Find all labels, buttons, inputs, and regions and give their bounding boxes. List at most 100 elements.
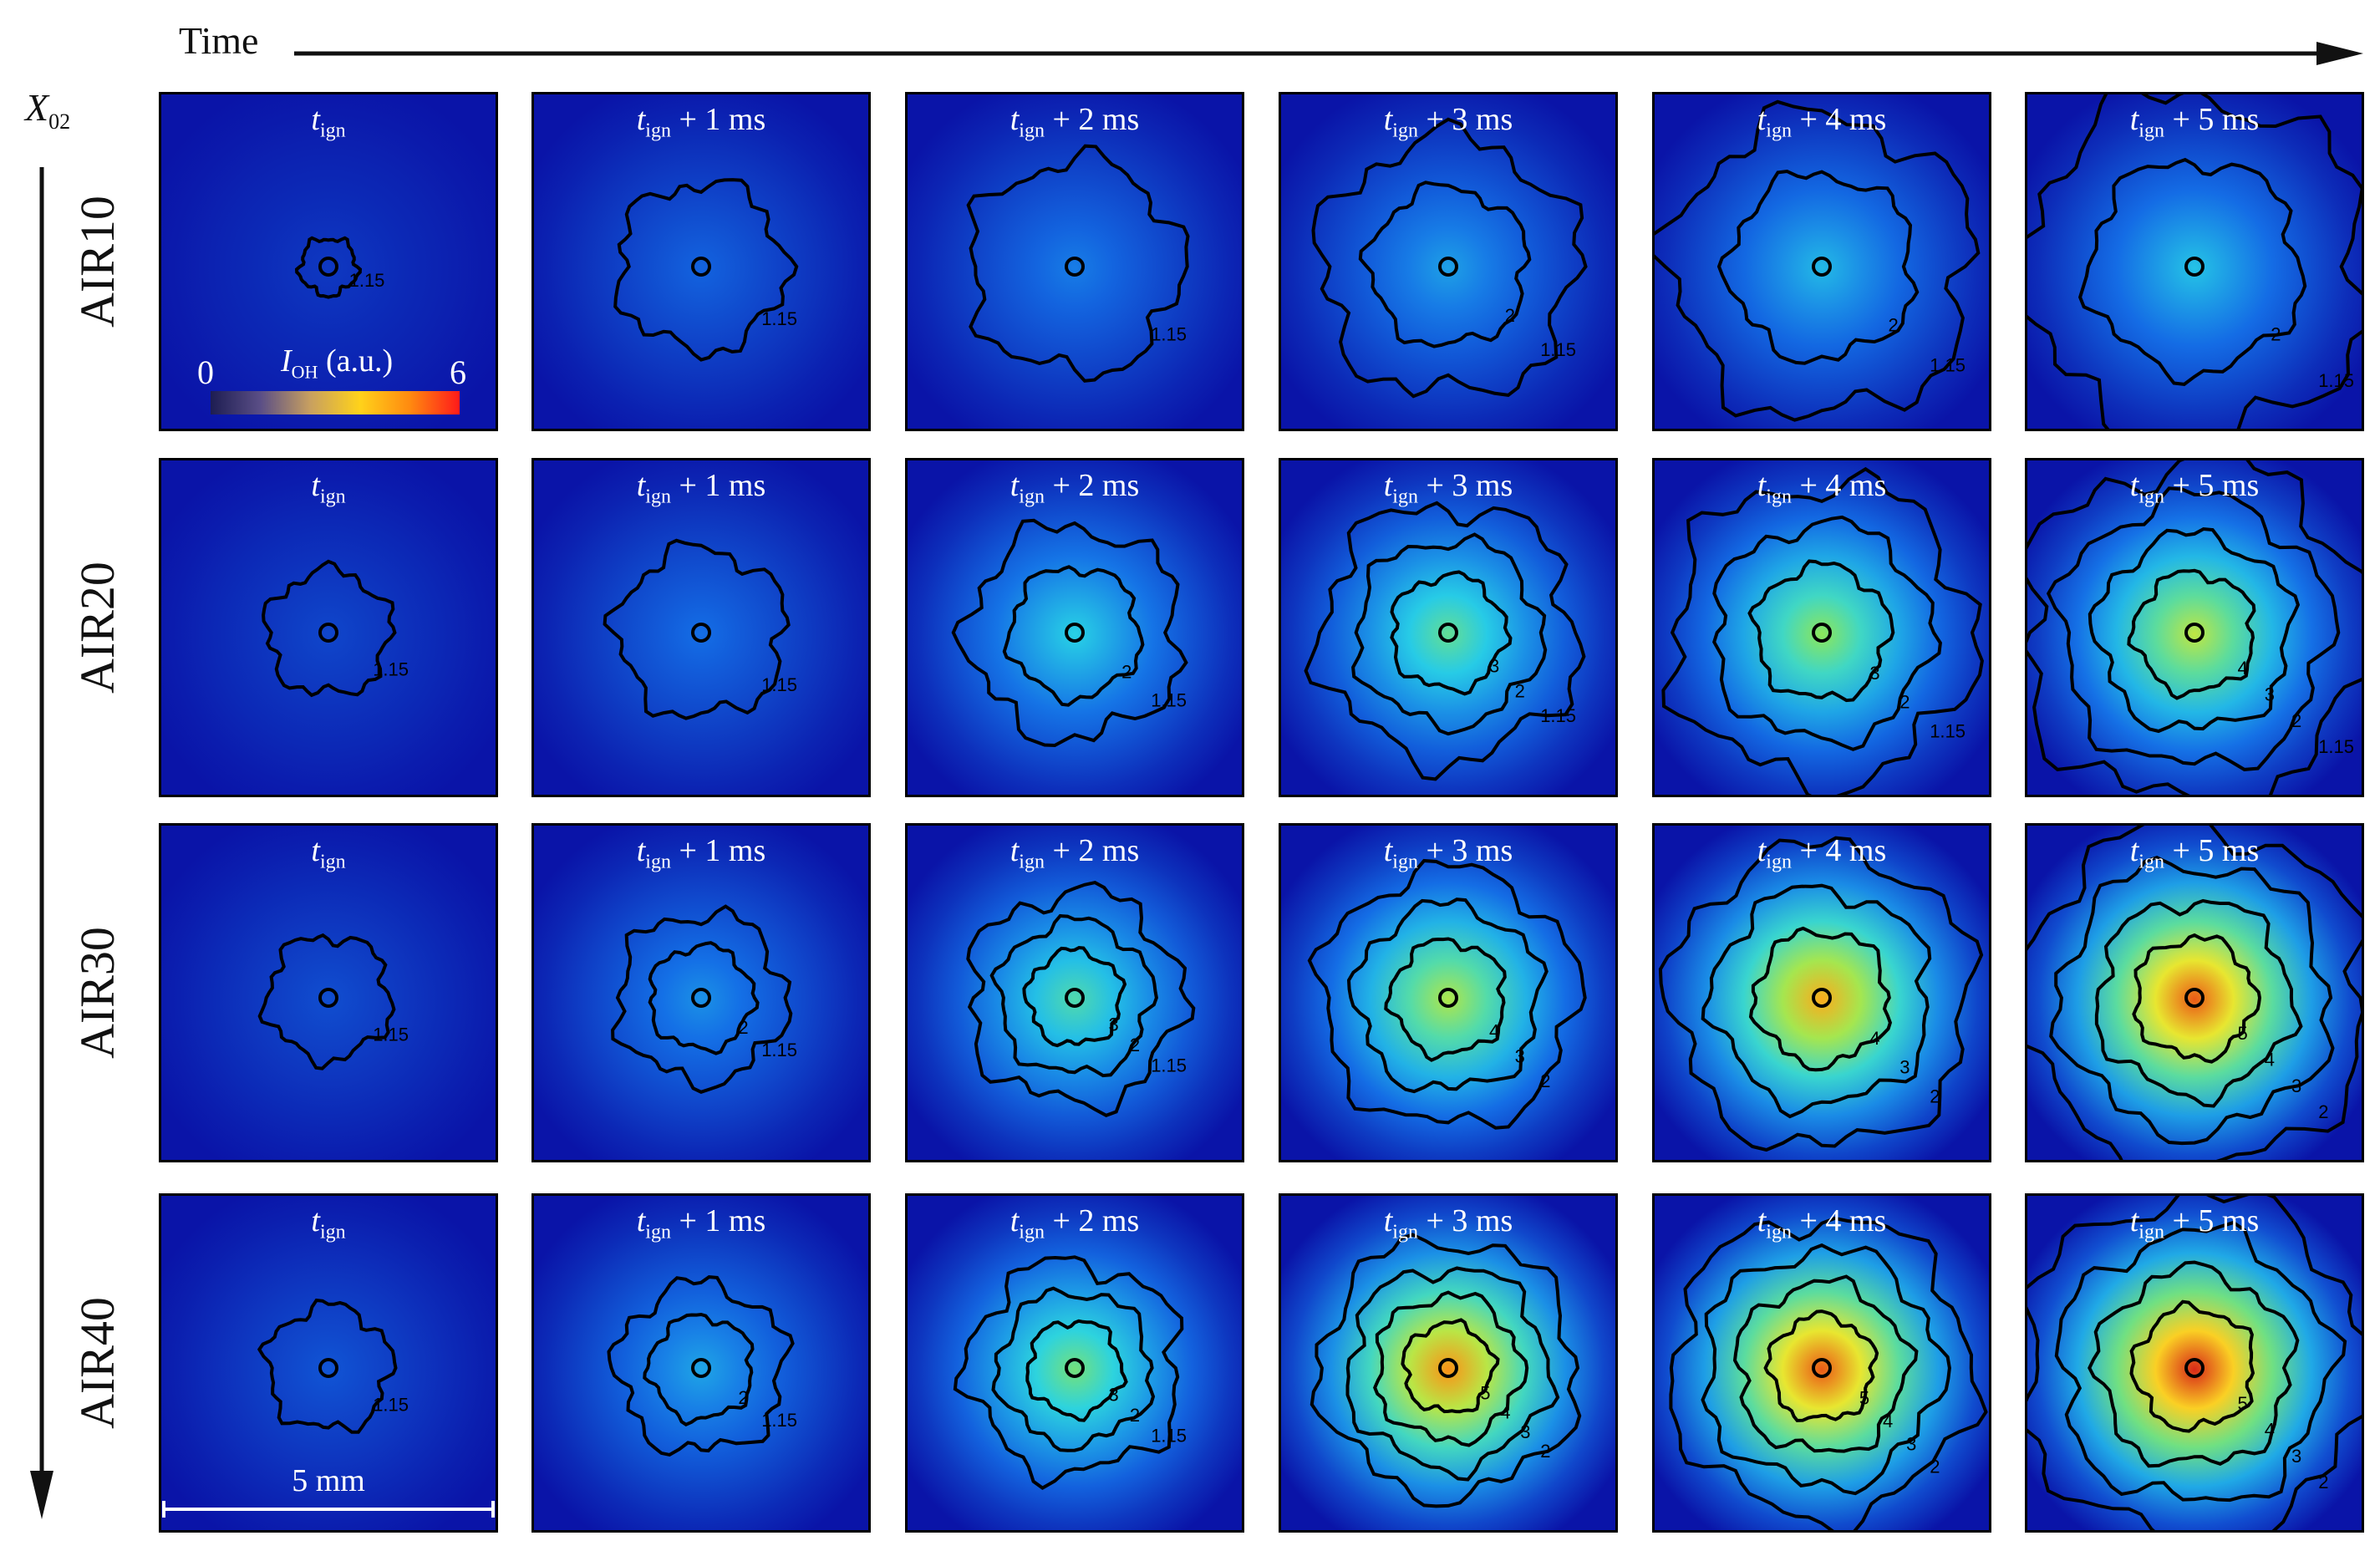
contour-label: 2 xyxy=(1540,1070,1550,1091)
ignition-kernel xyxy=(318,623,338,643)
image-panel: 1.15 2 3 tign + 3 ms xyxy=(1279,458,1618,797)
contour-line xyxy=(2077,157,2307,386)
contour-label: 1.15 xyxy=(1930,721,1966,742)
intensity-field xyxy=(1281,826,1615,1160)
contour-line xyxy=(1763,1309,1879,1422)
contour-line xyxy=(2132,933,2262,1064)
time-symbol: t xyxy=(1383,102,1393,137)
panel-time-label: tign + 1 ms xyxy=(534,1203,868,1244)
contour-label: 3 xyxy=(1906,1433,1916,1454)
time-subscript: ign xyxy=(2138,119,2164,142)
intensity-field xyxy=(908,460,1242,795)
time-symbol: t xyxy=(1009,102,1020,137)
contour-line xyxy=(1669,1216,1988,1530)
image-panel: 1.15 2 tign + 5 ms xyxy=(2025,92,2364,431)
panel-time-label: tign + 2 ms xyxy=(908,1203,1242,1244)
contour-label: 1.15 xyxy=(373,659,409,680)
time-subscript: ign xyxy=(1019,851,1045,873)
time-offset: + 2 ms xyxy=(1052,102,1140,137)
time-subscript: ign xyxy=(319,1221,346,1243)
image-panel: 1.15 tign xyxy=(159,1193,498,1533)
panel-time-label: tign + 4 ms xyxy=(1655,1203,1989,1244)
time-symbol: t xyxy=(636,833,646,868)
contour-label: 2 xyxy=(1121,662,1132,683)
contour-label: 2 xyxy=(1889,314,1899,335)
contour-label: 4 xyxy=(1489,1021,1499,1042)
contour-line xyxy=(1712,515,1942,751)
image-panel: 2 3 4 tign + 3 ms xyxy=(1279,823,1618,1162)
contour-line xyxy=(1701,1243,1951,1496)
image-panel: 1.15 tign xyxy=(159,92,498,431)
time-subscript: ign xyxy=(1766,119,1792,142)
oh-intensity-image: 1.15 234 xyxy=(2027,460,2362,795)
contour-line xyxy=(1655,99,1981,422)
row-label: AIR40 xyxy=(70,1297,125,1429)
oh-intensity-image: 1.15 23 xyxy=(908,826,1242,1160)
contour-label: 2 xyxy=(2318,1472,2328,1492)
contour-line xyxy=(1307,858,1587,1130)
contour-label: 1.15 xyxy=(1151,1426,1187,1447)
ignition-kernel xyxy=(1065,623,1085,643)
panel-time-label: tign xyxy=(161,832,496,874)
contour-label: 3 xyxy=(1489,656,1499,677)
image-panel: 2 3 4 5 tign + 4 ms xyxy=(1652,1193,1991,1533)
time-subscript: ign xyxy=(1392,119,1418,142)
contour-label: 2 xyxy=(2271,324,2281,345)
time-offset: + 5 ms xyxy=(2172,1203,2260,1238)
time-subscript: ign xyxy=(2138,486,2164,508)
time-symbol: t xyxy=(1757,833,1767,868)
contour-line xyxy=(1390,570,1513,696)
panel-time-label: tign + 4 ms xyxy=(1655,832,1989,874)
row-label: AIR20 xyxy=(70,562,125,694)
time-offset: + 4 ms xyxy=(1799,102,1887,137)
oh-intensity-image: 1.15 2 xyxy=(908,460,1242,795)
contour-line xyxy=(1351,532,1548,736)
contour-label: 1.15 xyxy=(761,308,797,329)
time-symbol: t xyxy=(1383,1203,1393,1238)
intensity-field xyxy=(161,460,496,795)
intensity-field xyxy=(2027,460,2362,795)
ignition-kernel xyxy=(1812,1358,1832,1378)
panel-time-label: tign + 3 ms xyxy=(1281,832,1615,874)
time-subscript: ign xyxy=(319,119,346,142)
intensity-field xyxy=(534,826,868,1160)
image-panel: 1.15 2 3 tign + 2 ms xyxy=(905,823,1244,1162)
time-symbol: t xyxy=(311,1203,320,1238)
time-offset: + 5 ms xyxy=(2172,468,2260,503)
time-offset: + 1 ms xyxy=(679,1203,766,1238)
colorbar-max: 6 xyxy=(450,353,466,391)
contour-label: 2 xyxy=(738,1017,748,1038)
contour-label: 4 xyxy=(2238,658,2248,679)
contour-label: 3 xyxy=(1515,1045,1525,1066)
time-symbol: t xyxy=(1757,1203,1767,1238)
contour-line xyxy=(1401,1318,1500,1414)
time-symbol: t xyxy=(636,468,646,503)
contour-label: 3 xyxy=(1109,1014,1119,1035)
oh-intensity-image: 1.15 xyxy=(161,94,496,429)
scale-bar: 5 mm xyxy=(159,1462,498,1521)
image-panel: 1.15 2 3 4 tign + 5 ms xyxy=(2025,458,2364,797)
contour-label: 4 xyxy=(2265,1049,2275,1070)
time-symbol: t xyxy=(2129,468,2139,503)
contour-label: 3 xyxy=(2291,1446,2301,1467)
contour-label: 4 xyxy=(1500,1402,1510,1423)
contour-line xyxy=(2088,526,2301,734)
ignition-kernel xyxy=(318,257,338,277)
panel-time-label: tign + 4 ms xyxy=(1655,101,1989,143)
time-offset: + 2 ms xyxy=(1052,468,1140,503)
panel-time-label: tign + 5 ms xyxy=(2027,101,2362,143)
intensity-field xyxy=(1281,94,1615,429)
time-offset: + 3 ms xyxy=(1426,102,1513,137)
contour-line xyxy=(294,236,363,299)
contour-label: 2 xyxy=(2291,710,2301,731)
intensity-field xyxy=(908,94,1242,429)
contour-label: 1.15 xyxy=(761,674,797,695)
panel-time-label: tign + 3 ms xyxy=(1281,1203,1615,1244)
time-offset: + 5 ms xyxy=(2172,102,2260,137)
contour-line xyxy=(603,538,791,720)
contour-line xyxy=(2054,1220,2347,1503)
contour-line xyxy=(1748,926,1893,1072)
time-subscript: ign xyxy=(1766,851,1792,873)
